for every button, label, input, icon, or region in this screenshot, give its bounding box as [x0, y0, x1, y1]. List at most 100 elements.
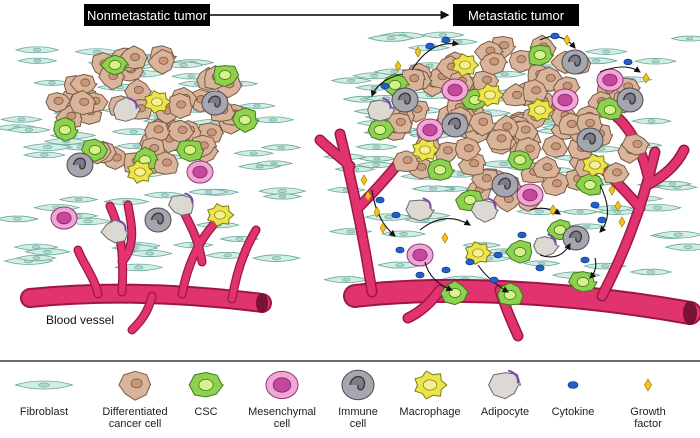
macrophage-cell	[527, 98, 555, 122]
csc-cell	[213, 65, 240, 88]
fibroblast-cell	[0, 116, 43, 123]
differentiated-cell	[457, 151, 487, 176]
fibroblast-cell	[254, 160, 294, 167]
csc-cell	[505, 239, 533, 264]
fibroblast-cell	[262, 193, 303, 200]
growth_factor-cell	[608, 184, 616, 196]
fibroblast-cell	[367, 34, 416, 42]
legend-fibroblast-icon	[13, 380, 75, 390]
macrophage-cell	[207, 203, 235, 227]
fibroblast-cell	[411, 185, 456, 193]
fibroblast-cell	[15, 254, 58, 262]
cytokine-cell	[623, 58, 633, 66]
fibroblast-cell	[364, 213, 414, 221]
differentiated-cell	[512, 120, 539, 144]
growth_factor-cell	[394, 60, 402, 72]
fibroblast-cell	[257, 187, 307, 195]
growth_factor-cell	[379, 222, 387, 234]
mesenchymal-cell	[596, 68, 624, 92]
cytokine-cell	[550, 32, 560, 40]
fibroblast-cell	[561, 208, 600, 215]
legend-differentiated-icon	[118, 370, 152, 401]
fibroblast-cell	[250, 116, 295, 123]
fibroblast-cell	[330, 77, 373, 84]
cell-body	[112, 96, 141, 122]
legend-immune-label: Immune	[338, 406, 378, 418]
differentiated-cell	[45, 92, 72, 113]
fibroblast-cell	[260, 144, 302, 151]
cytokine-cell	[375, 196, 385, 204]
fibroblast-cell	[632, 204, 683, 212]
csc-cell	[53, 116, 79, 142]
fibroblast-cell	[629, 268, 673, 276]
legend-mesenchymal-icon	[265, 370, 299, 400]
legend-growth-factor-icon	[644, 378, 652, 392]
fibroblast-cell	[233, 150, 275, 157]
fibroblast-cell	[6, 126, 52, 134]
csc-cell	[367, 118, 395, 141]
fibroblast-cell	[251, 254, 302, 262]
signaling-network	[360, 32, 650, 293]
legend-immune-icon	[341, 369, 375, 401]
differentiated-cell	[147, 48, 175, 75]
legend-mesenchymal-label: cell	[274, 418, 291, 430]
metastatic-tag	[453, 4, 579, 26]
fibroblast-cell	[420, 31, 465, 39]
fibroblast-cell	[355, 143, 399, 151]
adipocyte-cell	[470, 197, 499, 223]
fibroblast-cell	[22, 143, 73, 151]
immune-cell	[491, 172, 519, 198]
cytokine-cell	[493, 251, 503, 259]
growth_factor-cell	[360, 174, 368, 186]
fibroblast-cell	[17, 57, 58, 64]
fibroblast-cell	[204, 252, 251, 259]
immune-cell	[441, 112, 469, 138]
cell-body	[488, 372, 521, 400]
differentiated-cell	[168, 92, 193, 120]
immune-cell	[391, 87, 419, 113]
fibroblast-cell	[14, 46, 60, 54]
adipocyte-cell	[405, 197, 435, 222]
fibroblast-cell	[593, 205, 635, 212]
csc-cell	[100, 54, 130, 76]
immune-cell	[576, 127, 604, 153]
legend-adipocyte-icon	[488, 369, 521, 400]
fibroblast-cell	[630, 118, 673, 125]
differentiated-cell	[541, 134, 569, 158]
csc-cell	[528, 44, 555, 66]
fibroblast-cell	[24, 248, 71, 256]
differentiated-cell	[166, 119, 196, 144]
mesenchymal-cell	[441, 78, 469, 102]
cytokine-cell	[391, 211, 401, 219]
differentiated-cell	[485, 129, 515, 151]
cytokine-cell	[441, 266, 451, 274]
mesenchymal-cell	[50, 206, 78, 230]
differentiated-cell	[532, 156, 562, 179]
growth_factor-cell	[441, 232, 449, 244]
csc-cell	[81, 138, 108, 162]
metastatic-tumor-cells	[367, 34, 651, 306]
growth_factor-cell	[373, 206, 381, 218]
legend-macrophage-icon	[414, 370, 448, 400]
adipocyte-cell	[112, 96, 141, 122]
fibroblast-cell	[22, 151, 67, 159]
csc-cell	[176, 140, 205, 162]
macrophage-cell	[582, 153, 610, 177]
cytokine-cell	[590, 201, 600, 209]
immune-cell	[66, 152, 94, 178]
fibroblast-cell	[653, 230, 700, 239]
legend-immune-label: cell	[350, 418, 367, 430]
legend-differentiated-label: cancer cell	[109, 418, 162, 430]
mesenchymal-cell	[516, 183, 544, 207]
immune-cell	[616, 87, 644, 113]
legend-adipocyte-label: Adipocyte	[481, 406, 529, 418]
cell-body	[168, 194, 194, 216]
differentiated-cell	[468, 111, 497, 137]
fibroblast-cell	[323, 276, 370, 284]
cytokine-cell	[425, 42, 435, 50]
cytokine-cell	[535, 264, 545, 272]
macrophage-cell	[452, 53, 480, 77]
legend-mesenchymal-label: Mesenchymal	[248, 406, 316, 418]
blood-vessel-label: Blood vessel	[46, 313, 114, 327]
